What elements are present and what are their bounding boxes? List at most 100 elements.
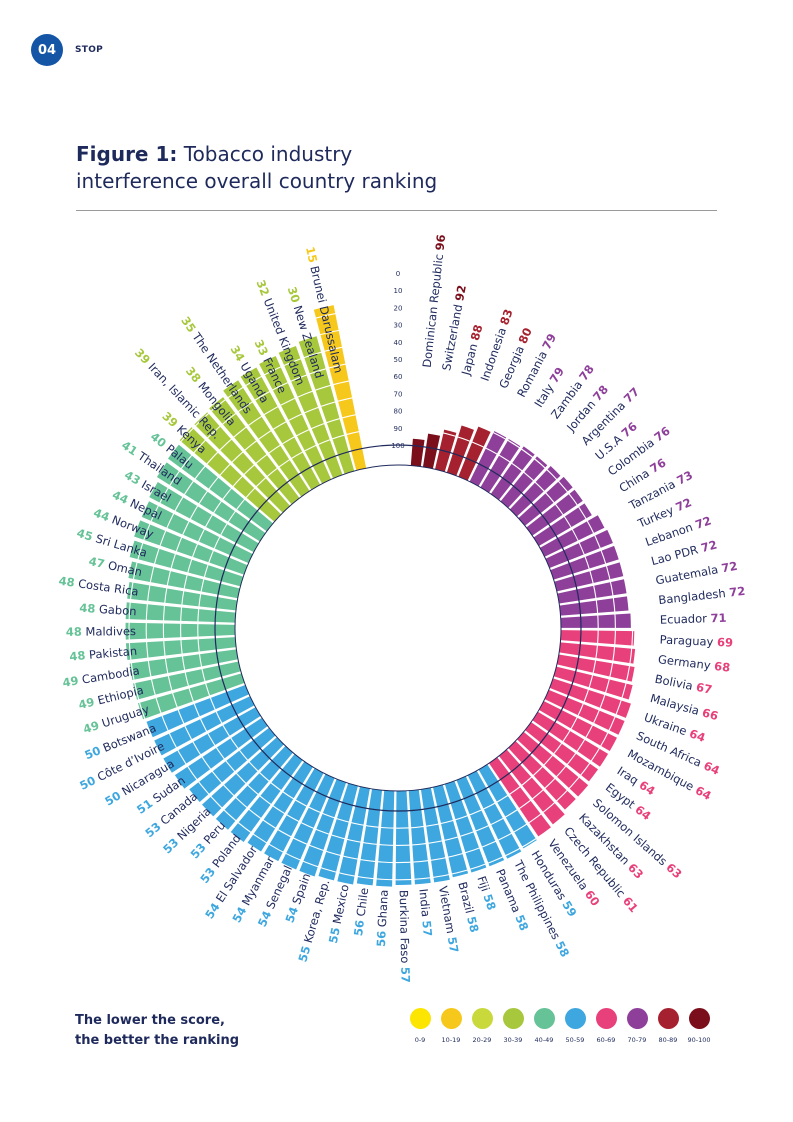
bar-burkina-faso — [395, 790, 412, 885]
label-bangladesh: Bangladesh 72 — [658, 583, 746, 606]
label-burkina-faso: Burkina Faso 57 — [397, 890, 413, 983]
country-name: India — [417, 888, 434, 917]
bar-thailand — [156, 462, 266, 542]
country-score: 72 — [699, 537, 718, 555]
scale-tick-label: 60 — [394, 373, 403, 381]
bar-guatemala — [557, 579, 627, 604]
country-score: 57 — [420, 920, 435, 937]
country-score: 50 — [77, 773, 98, 793]
country-score: 64 — [693, 783, 714, 803]
svg-text:Vietnam 57: Vietnam 57 — [436, 885, 461, 954]
scale-ticks: 0 10 20 30 40 50 60 70 80 90 100 — [391, 270, 404, 450]
country-name: Guatemala — [654, 562, 719, 587]
svg-text:56 Chile: 56 Chile — [351, 887, 371, 937]
country-name: Brazil — [456, 880, 477, 915]
country-score: 80 — [515, 325, 534, 345]
legend-item-30-39: 30-39 — [498, 1008, 528, 1044]
country-score: 58 — [481, 892, 499, 912]
legend-label: 10-19 — [441, 1036, 461, 1044]
country-score: 67 — [695, 679, 713, 696]
bar-chile — [356, 788, 383, 886]
legend-item-70-79: 70-79 — [622, 1008, 652, 1044]
bar-iraq — [532, 711, 609, 767]
bar-el-salvador — [247, 761, 313, 852]
legend-item-50-59: 50-59 — [560, 1008, 590, 1044]
legend-item-40-49: 40-49 — [529, 1008, 559, 1044]
bar-iran-islamic-rep — [194, 412, 291, 513]
legend-label: 70-79 — [627, 1036, 647, 1044]
country-name: Lao PDR — [649, 542, 699, 568]
label-maldives: 48 Maldives — [66, 624, 136, 639]
scale-tick-label: 40 — [394, 339, 403, 347]
legend-swatch — [688, 1008, 710, 1029]
bar-colombia — [526, 489, 583, 536]
country-score: 64 — [688, 726, 708, 745]
scale-ring-80 — [180, 410, 616, 846]
country-score: 44 — [110, 487, 130, 506]
scale-ring-0 — [42, 272, 754, 984]
bar-bolivia — [556, 654, 635, 682]
bar-ukraine — [549, 678, 631, 718]
scale-ring-20 — [76, 306, 720, 950]
country-score: 55 — [325, 926, 342, 945]
country-score: 69 — [717, 635, 734, 650]
country-score: 66 — [701, 705, 720, 723]
figure-title-prefix: Figure 1: — [76, 142, 178, 166]
bar-costa-rica — [127, 581, 238, 611]
legend-swatch — [657, 1008, 679, 1029]
legend-label: 90-100 — [687, 1036, 711, 1044]
country-score: 57 — [399, 967, 413, 983]
bar-brunei-darussalam — [313, 305, 367, 471]
label-pakistan: 48 Pakistan — [69, 643, 138, 663]
bar-china — [533, 503, 592, 546]
bar-zambia — [490, 446, 535, 500]
bar-uganda — [240, 367, 321, 490]
bar-indonesia — [446, 425, 474, 476]
label-paraguay: Paraguay 69 — [659, 632, 733, 649]
figure-title-line2: interference overall country ranking — [76, 169, 438, 193]
bar-malaysia — [553, 666, 633, 700]
legend-swatch — [409, 1008, 431, 1029]
country-score: 71 — [710, 610, 726, 624]
country-score: 72 — [728, 583, 745, 599]
label-mexico: 55 Mexico — [325, 883, 351, 944]
country-name: Ethiopia — [96, 682, 145, 707]
country-score: 43 — [122, 467, 143, 487]
bar-panama — [456, 776, 505, 867]
scale-ring-10 — [59, 289, 737, 967]
country-score: 49 — [61, 673, 79, 689]
legend-swatch — [626, 1008, 648, 1029]
country-score: 58 — [553, 939, 573, 960]
country-score: 64 — [702, 758, 722, 777]
bar-nigeria — [202, 737, 284, 817]
country-score: 56 — [351, 919, 367, 937]
legend-swatch — [440, 1008, 462, 1029]
bar-romania — [469, 431, 507, 487]
svg-text:Burkina Faso 57: Burkina Faso 57 — [397, 890, 413, 983]
bar-argentina — [509, 466, 561, 517]
country-score: 58 — [513, 912, 532, 932]
ranking-note-line2: the better the ranking — [75, 1033, 240, 1048]
scale-tick-label: 20 — [394, 304, 403, 312]
country-score: 30 — [285, 285, 303, 304]
country-name: Costa Rica — [77, 576, 139, 598]
country-name: Vietnam — [436, 885, 458, 935]
bar-the-philippines — [467, 770, 522, 859]
bar-italy — [480, 438, 521, 493]
legend-label: 20-29 — [472, 1036, 492, 1044]
bar-myanmar — [264, 768, 324, 862]
legend-swatch — [471, 1008, 493, 1029]
country-name: Chile — [353, 887, 371, 917]
country-name: Germany — [657, 652, 711, 672]
bar-norway — [134, 520, 248, 575]
svg-text:55 Mexico: 55 Mexico — [325, 883, 351, 944]
bar-kazakhstan — [508, 740, 576, 810]
section-label: STOP — [75, 45, 104, 55]
scale-ring-40 — [111, 341, 685, 915]
bar-egypt — [525, 722, 599, 782]
legend-item-0-9: 0-9 — [405, 1008, 435, 1044]
scale-ring-90 — [197, 427, 599, 829]
svg-text:Fiji 58: Fiji 58 — [475, 874, 499, 912]
bar-oman — [128, 561, 240, 599]
bar-mexico — [337, 786, 370, 885]
